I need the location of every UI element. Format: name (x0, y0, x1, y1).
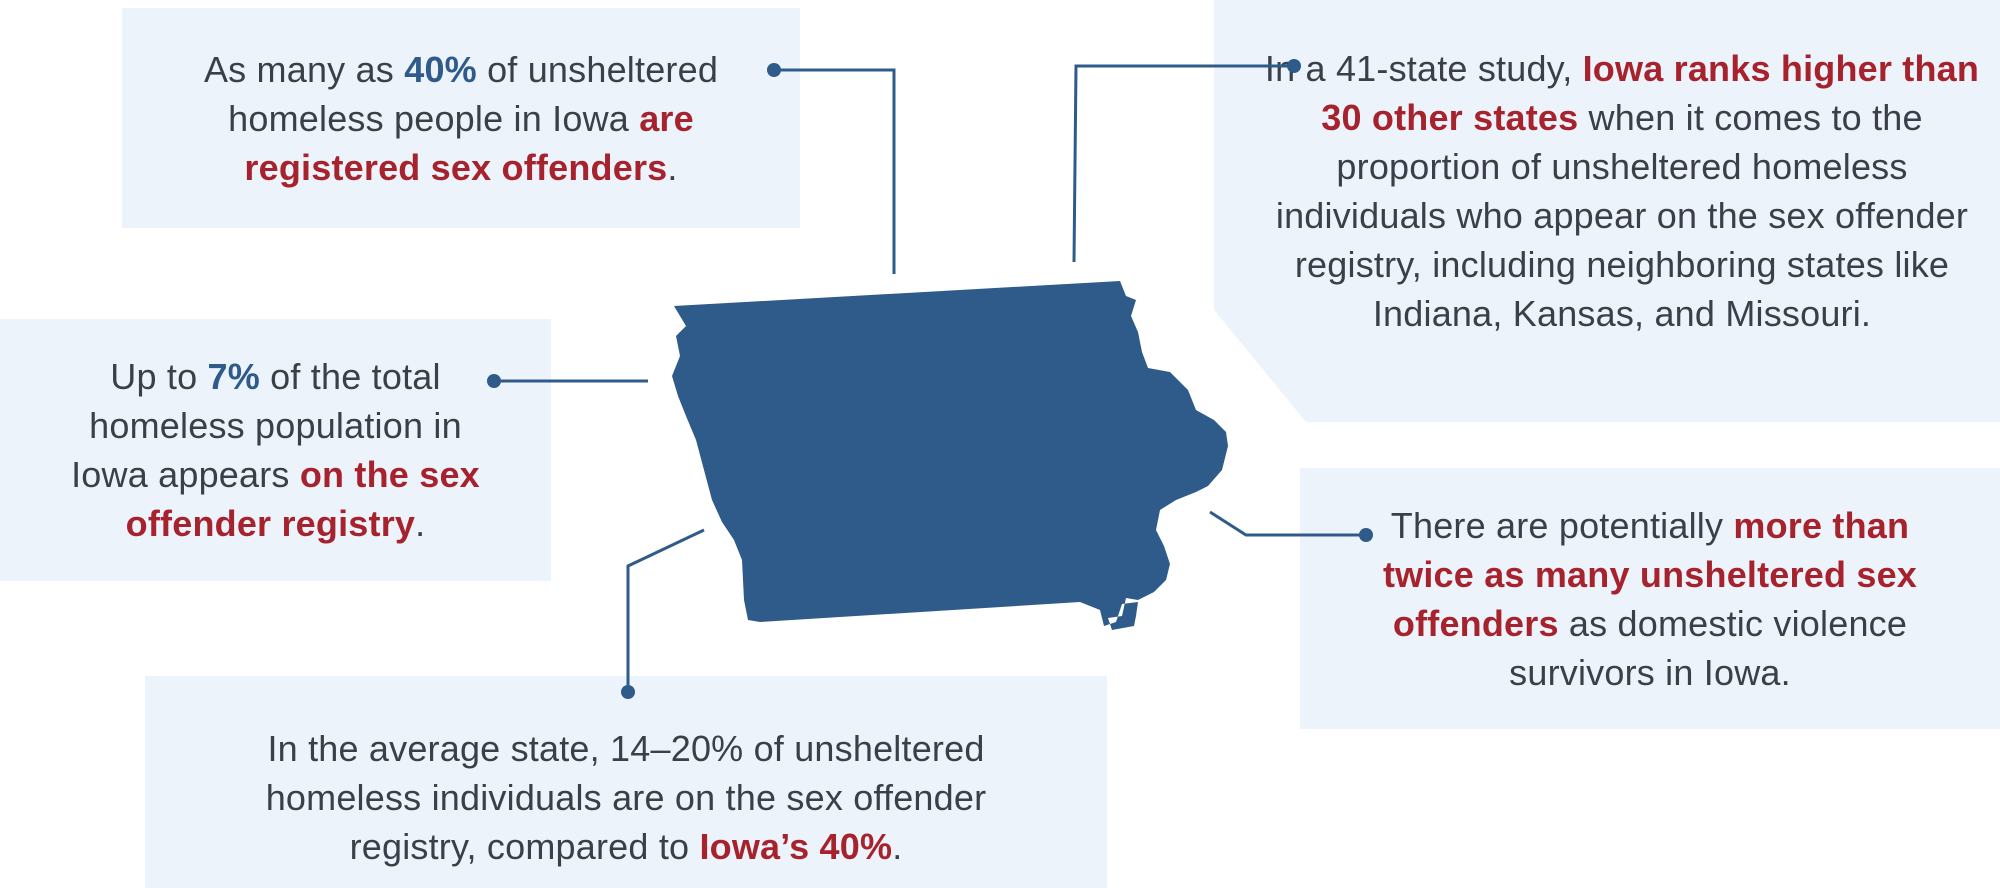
callout-connector-line-bottom (626, 528, 705, 692)
text-segment: As many as (203, 48, 405, 90)
connector-dot-mid-left (487, 374, 501, 388)
text-segment: . (415, 503, 426, 544)
text-segment: when it comes to the proportion of unshe… (1275, 97, 1969, 334)
callout-mid-left-text: Up to 7% of the total homeless populatio… (51, 352, 501, 548)
callout-connector-line-top-right (1072, 64, 1294, 263)
connector-dot-top-left (767, 63, 781, 77)
text-segment: of the total homeless population in Iowa… (71, 356, 462, 495)
connector-dot-top-right (1287, 59, 1301, 73)
callout-mid-right-text: There are potentially more than twice as… (1350, 501, 1950, 697)
callout-top-right-text: In a 41-state study, Iowa ranks higher t… (1262, 44, 1982, 338)
callout-bottom: In the average state, 14–20% of unshelte… (145, 676, 1107, 888)
callout-mid-right: There are potentially more than twice as… (1300, 468, 2000, 729)
text-segment: . (892, 825, 903, 867)
text-segment: In a 41-state study, (1264, 48, 1583, 89)
highlight-twice-as-many: more than twice as many unsheltered sex … (1382, 504, 1918, 644)
connector-dot-mid-right (1359, 528, 1373, 542)
highlight-registered-offenders: are registered sex offenders (244, 97, 694, 188)
highlight-iowas-40: Iowa’s 40% (699, 825, 893, 867)
callout-bottom-text: In the average state, 14–20% of unshelte… (216, 724, 1036, 871)
text-segment: In the average state, 14–20% of unshelte… (265, 727, 987, 867)
highlight-40-percent: 40% (404, 48, 477, 90)
highlight-iowa-ranks: Iowa ranks higher than 30 other states (1321, 48, 1980, 138)
highlight-on-registry: on the sex offender registry (125, 454, 480, 544)
callout-mid-left: Up to 7% of the total homeless populatio… (0, 319, 551, 581)
connector-dot-bottom (621, 685, 635, 699)
iowa-state-map-icon (672, 281, 1228, 630)
text-segment: as domestic violence survivors in Iowa. (1509, 602, 1908, 693)
callout-connector-line-mid-right (1209, 510, 1366, 537)
highlight-7-percent: 7% (207, 356, 260, 397)
text-segment: . (667, 146, 678, 188)
text-segment: of unsheltered homeless people in Iowa (228, 48, 719, 139)
text-segment: Up to (110, 356, 208, 397)
callout-connector-line-top-left (774, 68, 896, 274)
callout-top-left: As many as 40% of unsheltered homeless p… (122, 8, 800, 228)
text-segment: There are potentially (1390, 504, 1734, 546)
callout-top-right: In a 41-state study, Iowa ranks higher t… (1214, 0, 2000, 422)
callout-top-left-text: As many as 40% of unsheltered homeless p… (181, 45, 741, 192)
